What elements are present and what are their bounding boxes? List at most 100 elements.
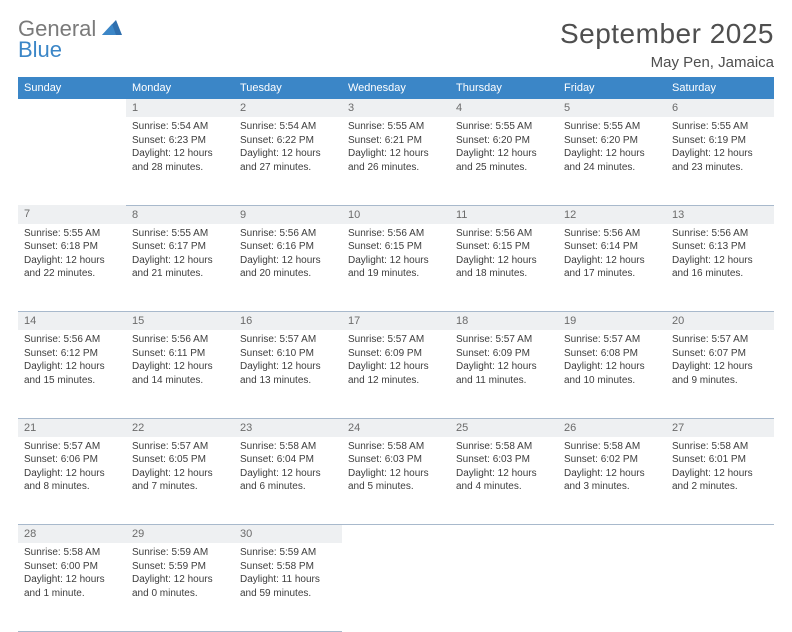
header: General Blue September 2025 May Pen, Jam… <box>18 18 774 71</box>
daynum-row: 78910111213 <box>18 205 774 224</box>
day-cell: Sunrise: 5:54 AMSunset: 6:23 PMDaylight:… <box>126 117 234 205</box>
day-number-cell: 6 <box>666 99 774 117</box>
day-number-cell <box>18 99 126 117</box>
daylight-line: Daylight: 12 hours and 18 minutes. <box>456 254 552 281</box>
daylight-line: Daylight: 12 hours and 27 minutes. <box>240 147 336 174</box>
day-number-cell: 22 <box>126 418 234 437</box>
daylight-line: Daylight: 12 hours and 16 minutes. <box>672 254 768 281</box>
sunrise-line: Sunrise: 5:57 AM <box>24 440 120 454</box>
day-number-cell <box>666 525 774 544</box>
title-block: September 2025 May Pen, Jamaica <box>560 18 774 71</box>
sunrise-line: Sunrise: 5:58 AM <box>564 440 660 454</box>
sunset-line: Sunset: 6:09 PM <box>456 347 552 361</box>
day-number-cell: 4 <box>450 99 558 117</box>
day-number-cell: 23 <box>234 418 342 437</box>
day-number-cell: 2 <box>234 99 342 117</box>
daylight-line: Daylight: 12 hours and 24 minutes. <box>564 147 660 174</box>
daylight-line: Daylight: 12 hours and 4 minutes. <box>456 467 552 494</box>
day-cell-body: Sunrise: 5:56 AMSunset: 6:14 PMDaylight:… <box>558 224 666 287</box>
sunset-line: Sunset: 6:10 PM <box>240 347 336 361</box>
day-cell: Sunrise: 5:57 AMSunset: 6:09 PMDaylight:… <box>450 330 558 418</box>
sunrise-line: Sunrise: 5:56 AM <box>24 333 120 347</box>
daylight-line: Daylight: 12 hours and 5 minutes. <box>348 467 444 494</box>
sunset-line: Sunset: 6:13 PM <box>672 240 768 254</box>
brand-line2: Blue <box>18 37 62 62</box>
location: May Pen, Jamaica <box>560 54 774 71</box>
sunset-line: Sunset: 6:17 PM <box>132 240 228 254</box>
day-cell-body: Sunrise: 5:58 AMSunset: 6:03 PMDaylight:… <box>450 437 558 500</box>
day-number-cell: 8 <box>126 205 234 224</box>
day-cell-body: Sunrise: 5:54 AMSunset: 6:22 PMDaylight:… <box>234 117 342 180</box>
day-cell: Sunrise: 5:54 AMSunset: 6:22 PMDaylight:… <box>234 117 342 205</box>
sunrise-line: Sunrise: 5:59 AM <box>240 546 336 560</box>
sunrise-line: Sunrise: 5:56 AM <box>672 227 768 241</box>
day-cell-body: Sunrise: 5:59 AMSunset: 5:59 PMDaylight:… <box>126 543 234 606</box>
day-number-cell: 26 <box>558 418 666 437</box>
day-cell-body: Sunrise: 5:57 AMSunset: 6:05 PMDaylight:… <box>126 437 234 500</box>
day-number-cell <box>558 525 666 544</box>
day-number-cell: 15 <box>126 312 234 331</box>
day-number-cell <box>342 525 450 544</box>
day-cell <box>558 543 666 631</box>
day-cell-body: Sunrise: 5:58 AMSunset: 6:03 PMDaylight:… <box>342 437 450 500</box>
day-number-cell: 7 <box>18 205 126 224</box>
day-cell: Sunrise: 5:56 AMSunset: 6:14 PMDaylight:… <box>558 224 666 312</box>
day-cell-body: Sunrise: 5:56 AMSunset: 6:13 PMDaylight:… <box>666 224 774 287</box>
day-cell-body: Sunrise: 5:58 AMSunset: 6:00 PMDaylight:… <box>18 543 126 606</box>
sunrise-line: Sunrise: 5:57 AM <box>348 333 444 347</box>
day-cell-body: Sunrise: 5:55 AMSunset: 6:19 PMDaylight:… <box>666 117 774 180</box>
day-cell: Sunrise: 5:55 AMSunset: 6:21 PMDaylight:… <box>342 117 450 205</box>
daylight-line: Daylight: 12 hours and 15 minutes. <box>24 360 120 387</box>
day-number-cell: 1 <box>126 99 234 117</box>
day-cell-body: Sunrise: 5:57 AMSunset: 6:07 PMDaylight:… <box>666 330 774 393</box>
sunset-line: Sunset: 6:09 PM <box>348 347 444 361</box>
day-number-cell: 29 <box>126 525 234 544</box>
sunset-line: Sunset: 6:23 PM <box>132 134 228 148</box>
sunrise-line: Sunrise: 5:56 AM <box>456 227 552 241</box>
daylight-line: Daylight: 11 hours and 59 minutes. <box>240 573 336 600</box>
day-number-cell: 20 <box>666 312 774 331</box>
day-cell-body: Sunrise: 5:55 AMSunset: 6:20 PMDaylight:… <box>558 117 666 180</box>
daylight-line: Daylight: 12 hours and 25 minutes. <box>456 147 552 174</box>
dayheader-mon: Monday <box>126 77 234 99</box>
day-number-cell: 21 <box>18 418 126 437</box>
daynum-row: 14151617181920 <box>18 312 774 331</box>
dayheader-wed: Wednesday <box>342 77 450 99</box>
day-cell: Sunrise: 5:57 AMSunset: 6:10 PMDaylight:… <box>234 330 342 418</box>
sunrise-line: Sunrise: 5:56 AM <box>132 333 228 347</box>
sunset-line: Sunset: 6:20 PM <box>564 134 660 148</box>
sunrise-line: Sunrise: 5:56 AM <box>348 227 444 241</box>
sunrise-line: Sunrise: 5:58 AM <box>456 440 552 454</box>
week-row: Sunrise: 5:57 AMSunset: 6:06 PMDaylight:… <box>18 437 774 525</box>
daylight-line: Daylight: 12 hours and 17 minutes. <box>564 254 660 281</box>
sunset-line: Sunset: 6:16 PM <box>240 240 336 254</box>
sunset-line: Sunset: 6:12 PM <box>24 347 120 361</box>
daylight-line: Daylight: 12 hours and 2 minutes. <box>672 467 768 494</box>
sunrise-line: Sunrise: 5:58 AM <box>240 440 336 454</box>
daylight-line: Daylight: 12 hours and 11 minutes. <box>456 360 552 387</box>
sunset-line: Sunset: 6:02 PM <box>564 453 660 467</box>
day-cell-body: Sunrise: 5:58 AMSunset: 6:04 PMDaylight:… <box>234 437 342 500</box>
day-cell-body: Sunrise: 5:57 AMSunset: 6:06 PMDaylight:… <box>18 437 126 500</box>
day-cell: Sunrise: 5:56 AMSunset: 6:11 PMDaylight:… <box>126 330 234 418</box>
daylight-line: Daylight: 12 hours and 1 minute. <box>24 573 120 600</box>
day-number-cell: 17 <box>342 312 450 331</box>
dayheader-sun: Sunday <box>18 77 126 99</box>
day-cell-body: Sunrise: 5:59 AMSunset: 5:58 PMDaylight:… <box>234 543 342 606</box>
sunrise-line: Sunrise: 5:58 AM <box>348 440 444 454</box>
day-number-cell: 18 <box>450 312 558 331</box>
day-cell <box>342 543 450 631</box>
day-cell: Sunrise: 5:56 AMSunset: 6:16 PMDaylight:… <box>234 224 342 312</box>
day-cell-body: Sunrise: 5:55 AMSunset: 6:20 PMDaylight:… <box>450 117 558 180</box>
calendar-body: 123456Sunrise: 5:54 AMSunset: 6:23 PMDay… <box>18 99 774 631</box>
day-cell-body: Sunrise: 5:58 AMSunset: 6:01 PMDaylight:… <box>666 437 774 500</box>
sunrise-line: Sunrise: 5:55 AM <box>672 120 768 134</box>
sunrise-line: Sunrise: 5:58 AM <box>24 546 120 560</box>
sunrise-line: Sunrise: 5:56 AM <box>564 227 660 241</box>
day-number-cell: 19 <box>558 312 666 331</box>
day-cell: Sunrise: 5:55 AMSunset: 6:19 PMDaylight:… <box>666 117 774 205</box>
day-number-cell <box>450 525 558 544</box>
sunrise-line: Sunrise: 5:55 AM <box>348 120 444 134</box>
sunrise-line: Sunrise: 5:55 AM <box>132 227 228 241</box>
sunrise-line: Sunrise: 5:54 AM <box>132 120 228 134</box>
